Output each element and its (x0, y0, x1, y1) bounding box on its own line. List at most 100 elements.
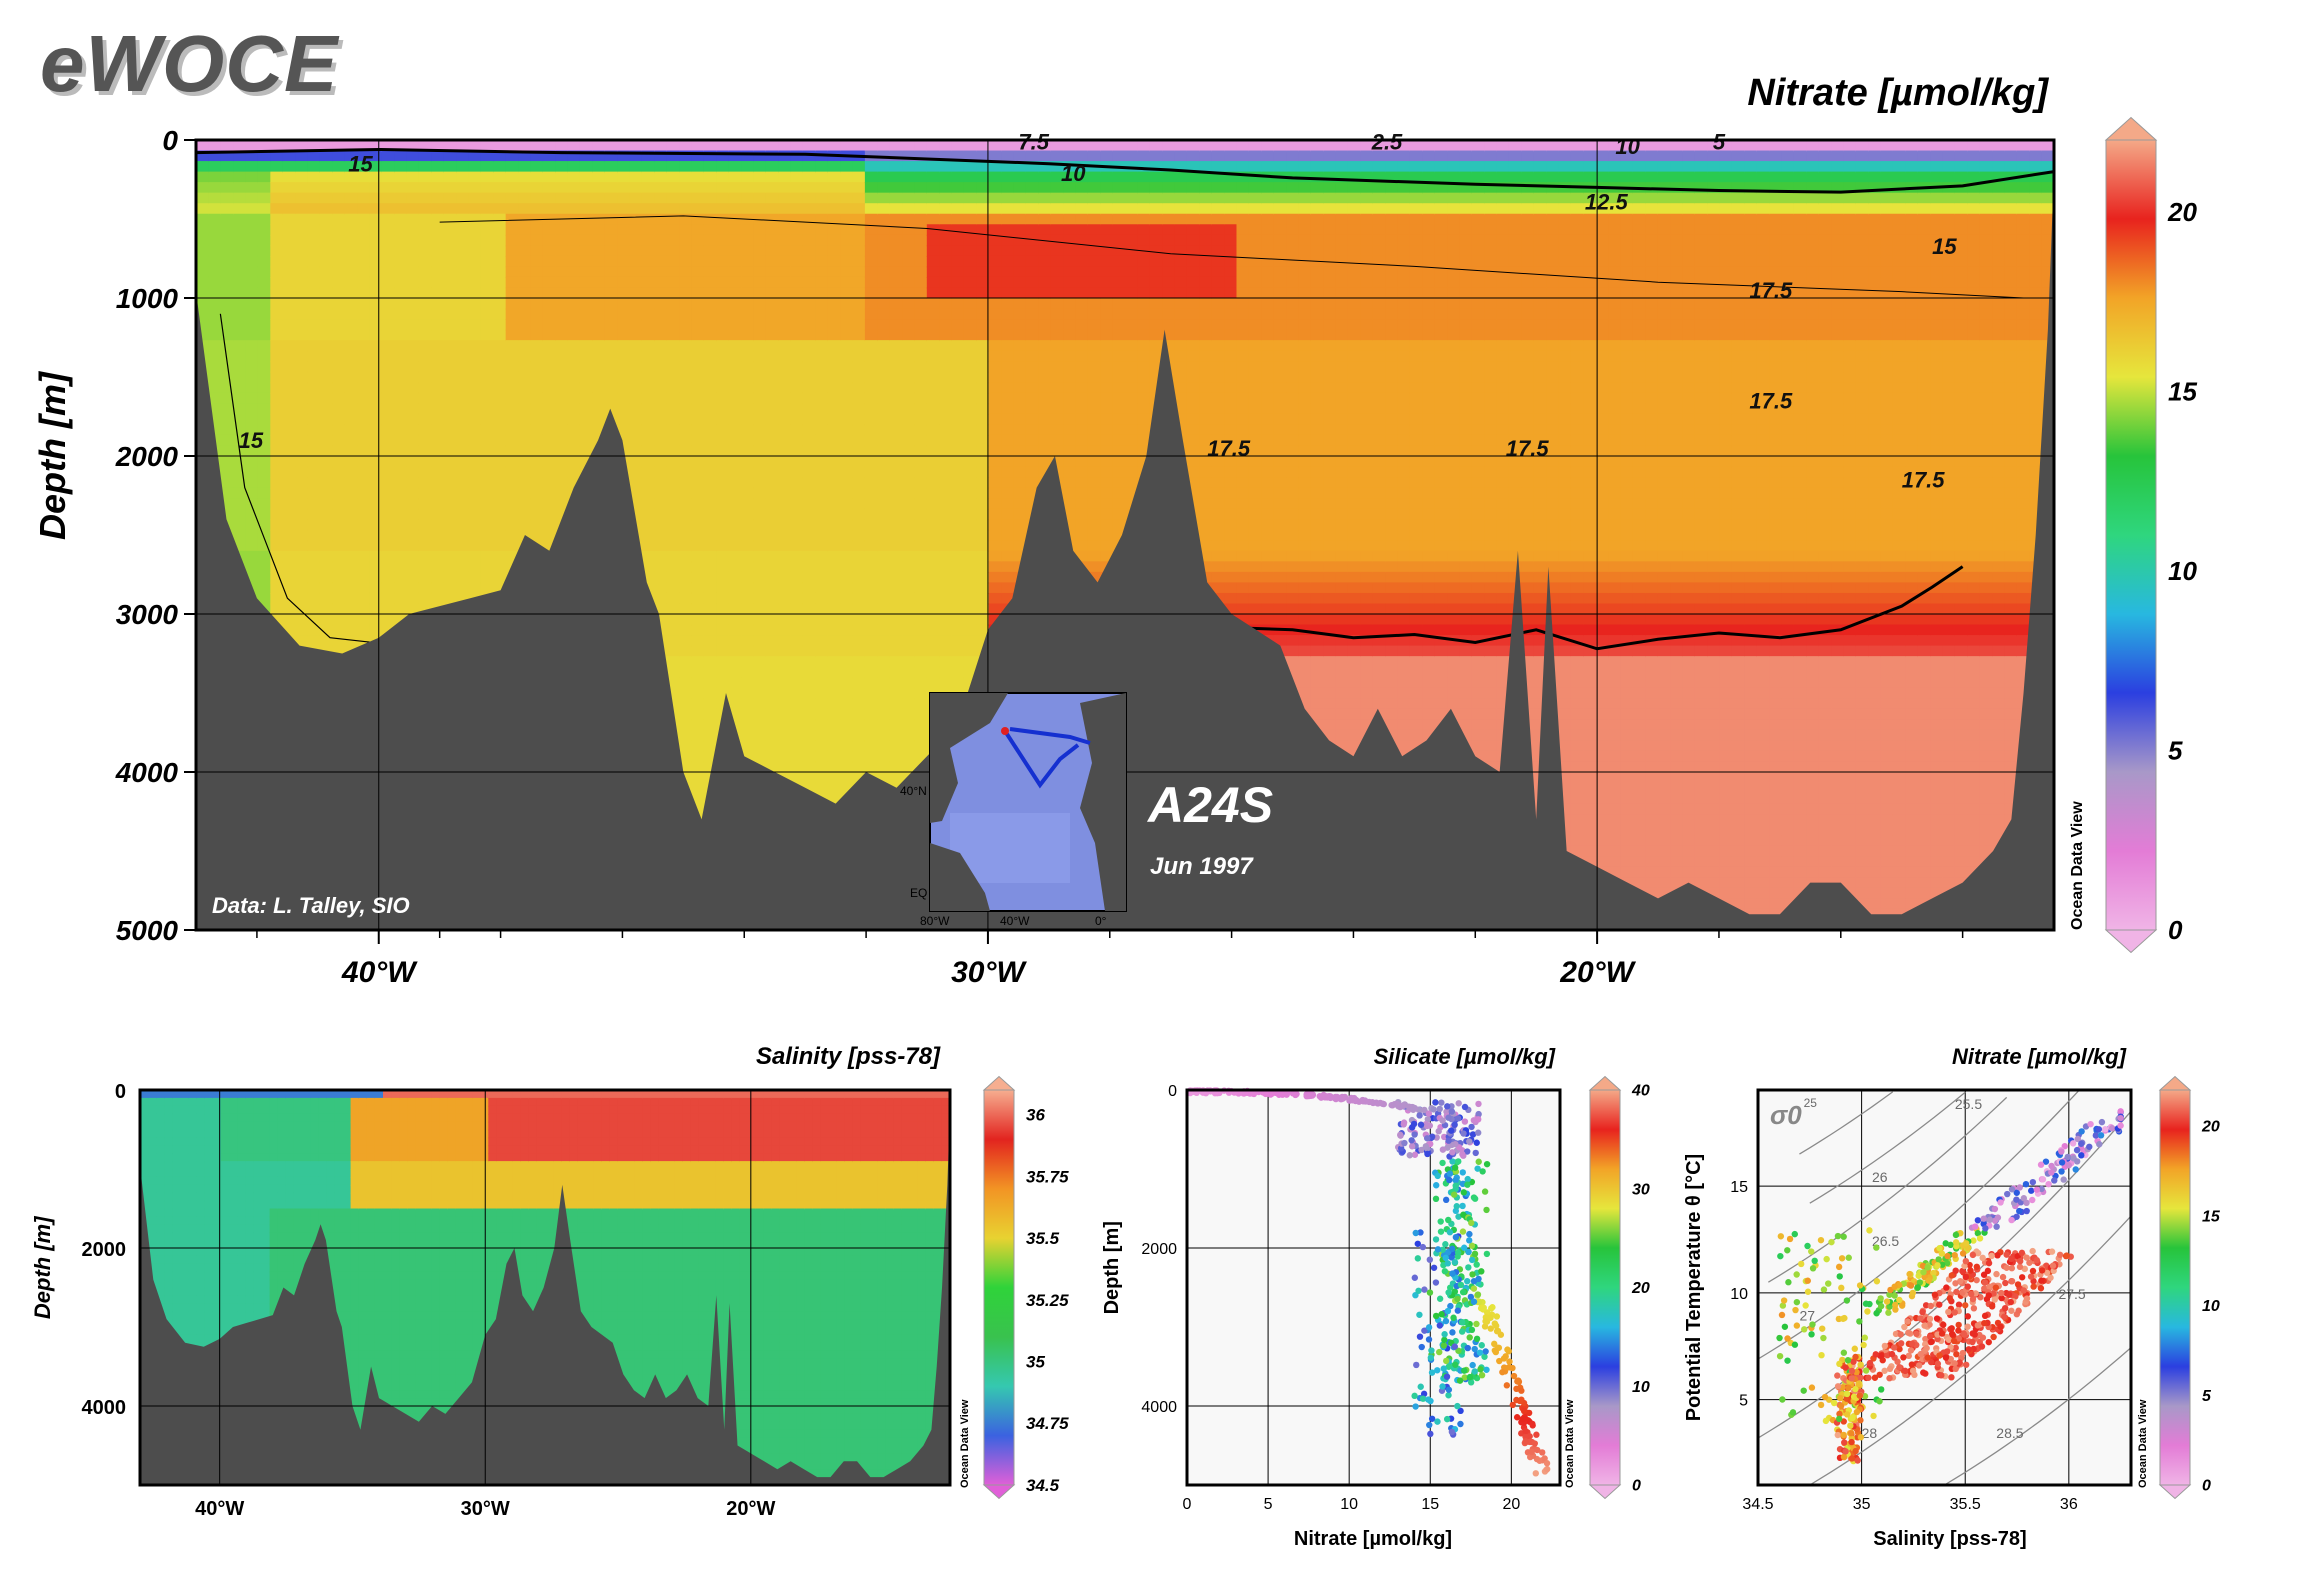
nitrate-cell (741, 729, 755, 742)
nitrate-cell (963, 298, 978, 310)
nitrate-cell (765, 308, 780, 321)
nitrate-cell (542, 392, 557, 405)
nitrate-cell (641, 498, 656, 510)
nitrate-cell (802, 140, 817, 152)
nitrate-cell (926, 287, 941, 299)
nitrate-cell (418, 255, 433, 268)
nitrate-cell (505, 508, 520, 521)
nitrate-cell (505, 192, 520, 205)
nitrate-cell (357, 614, 371, 626)
nitrate-cell (443, 350, 458, 363)
nitrate-cell (196, 203, 210, 215)
nitrate-cell (357, 382, 371, 394)
nitrate-cell (790, 571, 804, 584)
nitrate-cell (245, 403, 259, 415)
nitrate-cell (691, 772, 705, 784)
nitrate-cell (703, 614, 718, 626)
nitrate-cell (369, 287, 383, 299)
nitrate-cell (691, 424, 705, 436)
nitrate-cell (877, 719, 891, 731)
nitrate-cell (641, 171, 656, 184)
nitrate-cell (394, 571, 408, 584)
nitrate-cell (1001, 140, 1015, 152)
nitrate-cell (951, 413, 965, 426)
nitrate-cell (976, 245, 990, 257)
nitrate-cell (431, 266, 445, 278)
nitrate-cell (270, 319, 284, 331)
nitrate-cell (877, 740, 891, 752)
nitrate-cell (802, 203, 817, 215)
nitrate-cell (369, 361, 383, 373)
nitrate-cell (431, 171, 445, 184)
nitrate-cell (518, 519, 532, 531)
nitrate-cell (654, 434, 668, 447)
nitrate-cell (939, 456, 953, 468)
nitrate-cell (456, 392, 470, 405)
nitrate-cell (406, 140, 420, 152)
nitrate-cell (369, 371, 383, 384)
nitrate-cell (728, 287, 743, 299)
nitrate-cell (654, 498, 668, 510)
nitrate-cell (976, 371, 990, 384)
nitrate-cell (840, 424, 854, 436)
nitrate-cell (270, 571, 284, 584)
nitrate-cell (1001, 424, 1015, 436)
nitrate-cell (456, 161, 470, 173)
nitrate-cell (344, 508, 359, 521)
nitrate-cell (840, 403, 854, 415)
nitrate-cell (939, 666, 953, 679)
nitrate-cell (443, 413, 458, 426)
nitrate-cell (753, 487, 767, 500)
nitrate-cell (988, 361, 1003, 373)
nitrate-cell (666, 477, 681, 489)
nitrate-cell (963, 234, 978, 247)
nitrate-cell (629, 203, 643, 215)
nitrate-cell (666, 245, 681, 257)
nitrate-cell (679, 740, 693, 752)
nitrate-cell (815, 329, 829, 342)
nitrate-cell (220, 487, 235, 500)
nitrate-cell (939, 392, 953, 405)
nitrate-cell (196, 298, 210, 310)
nitrate-cell (319, 477, 334, 489)
nitrate-cell (381, 245, 396, 257)
nitrate-cell (567, 392, 581, 405)
nitrate-cell (357, 582, 371, 594)
nitrate-cell (468, 550, 482, 563)
nitrate-cell (976, 540, 990, 552)
nitrate-cell (282, 582, 297, 594)
nitrate-cell (902, 266, 916, 278)
nitrate-cell (456, 582, 470, 594)
nitrate-cell (604, 150, 619, 163)
nitrate-cell (679, 340, 693, 352)
nitrate-cell (802, 614, 817, 626)
nitrate-cell (703, 550, 718, 563)
nitrate-cell (406, 224, 420, 236)
nitrate-cell (741, 687, 755, 700)
nitrate-cell (765, 213, 780, 226)
nitrate-cell (877, 582, 891, 594)
nitrate-cell (357, 635, 371, 647)
nitrate-cell (480, 519, 495, 531)
nitrate-cell (976, 508, 990, 521)
nitrate-cell (802, 772, 817, 784)
nitrate-cell (988, 561, 1003, 573)
nitrate-cell (852, 392, 866, 405)
nitrate-cell (827, 614, 842, 626)
nitrate-cell (418, 561, 433, 573)
nitrate-cell (691, 234, 705, 247)
nitrate-cell (1013, 519, 1027, 531)
nitrate-cell (914, 519, 928, 531)
nitrate-cell (679, 466, 693, 479)
nitrate-cell (679, 182, 693, 194)
nitrate-cell (827, 276, 842, 289)
nitrate-cell (555, 508, 569, 521)
nitrate-cell (988, 456, 1003, 468)
nitrate-cell (418, 550, 433, 563)
nitrate-cell (753, 645, 767, 658)
nitrate-cell (877, 687, 891, 700)
nitrate-cell (641, 550, 656, 563)
nitrate-cell (951, 298, 965, 310)
nitrate-cell (518, 392, 532, 405)
nitrate-cell (196, 255, 210, 268)
